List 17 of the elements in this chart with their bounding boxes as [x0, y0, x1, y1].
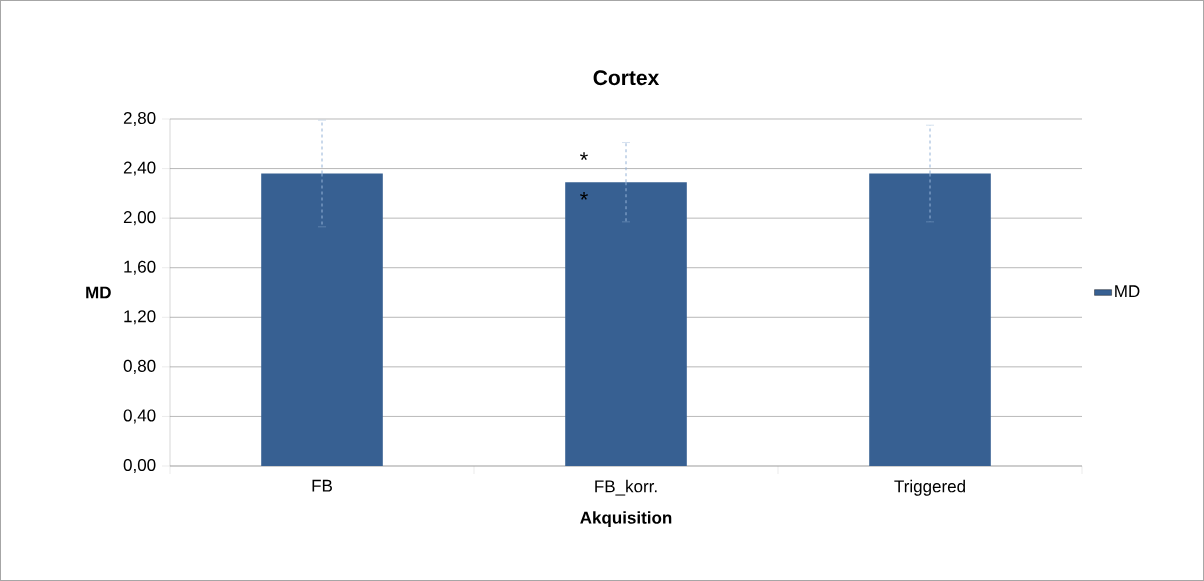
y-tick-label: 0,80: [123, 359, 156, 374]
y-tick-label: 1,60: [124, 260, 156, 275]
y-tick-label: 2,40: [123, 161, 156, 176]
y-tick-label: 1,20: [124, 310, 156, 325]
x-tick-label: FB_korr.: [595, 479, 657, 496]
annotation: *: [580, 152, 588, 161]
y-tick-label: 2,00: [123, 211, 156, 226]
x-tick-label: FB: [312, 479, 332, 492]
y-tick-label: 2,80: [123, 111, 156, 127]
y-tick-label: 0,40: [123, 409, 156, 424]
chart-title: Cortex: [593, 70, 660, 86]
y-axis-title: MD: [86, 286, 111, 299]
x-tick-label: Triggered: [894, 479, 965, 496]
x-axis-title: Akquisition: [580, 511, 672, 528]
y-tick-label: 0,00: [123, 458, 156, 474]
annotation: *: [580, 191, 588, 200]
legend-label: MD: [1115, 285, 1140, 298]
